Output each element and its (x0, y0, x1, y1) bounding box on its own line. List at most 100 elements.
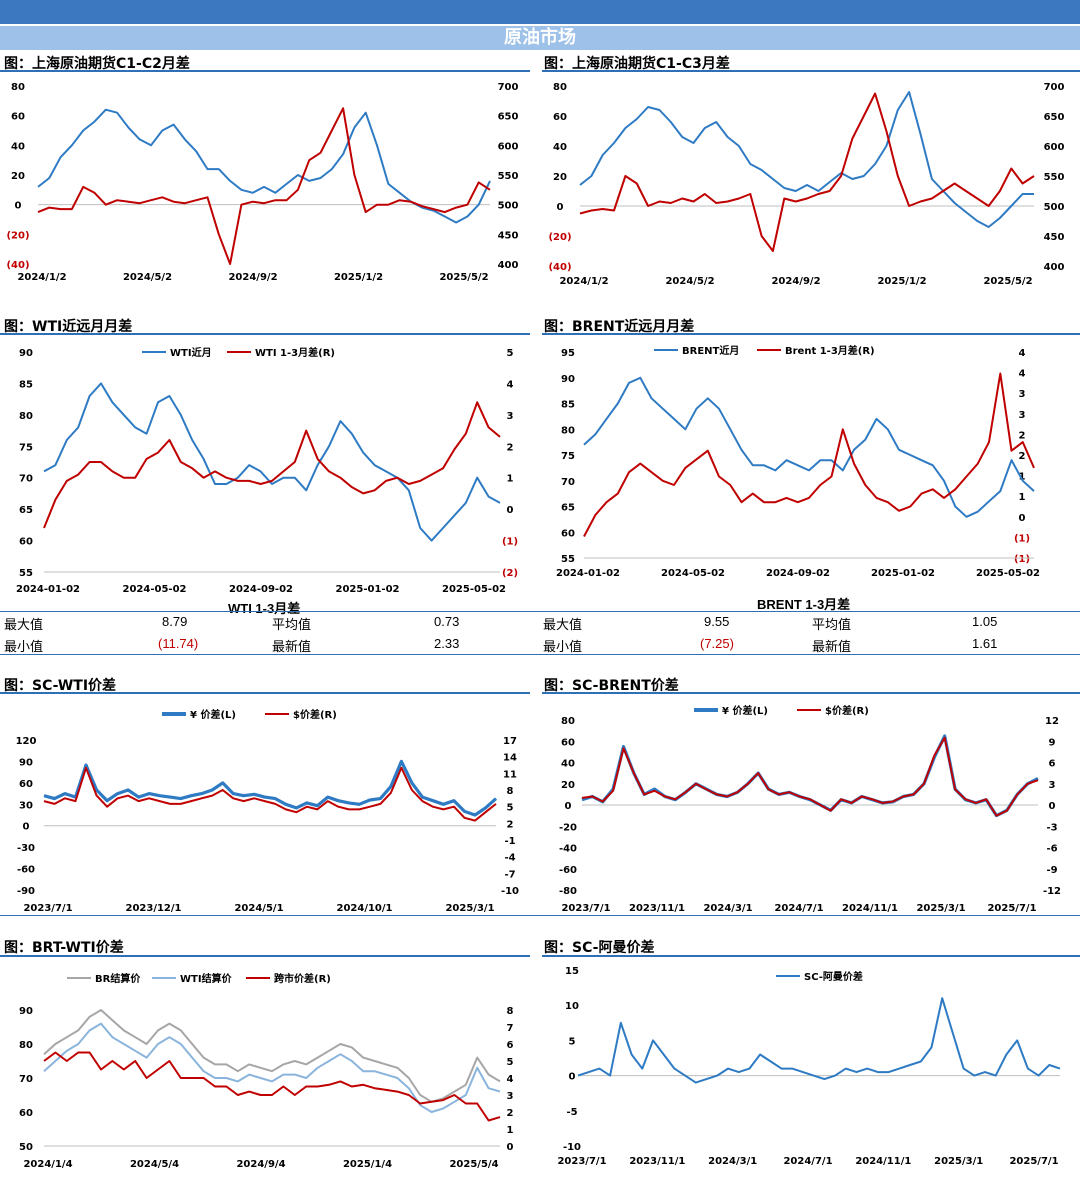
legend-label: WTI 1-3月差(R) (255, 346, 335, 359)
divider (0, 692, 530, 694)
y2-tick-label: 7 (507, 1023, 514, 1034)
x-tick-label: 2025/3/1 (445, 903, 494, 914)
x-tick-label: 2024/11/1 (855, 1156, 911, 1167)
x-tick-label: 2024/9/2 (228, 272, 277, 283)
y-tick-label: 55 (19, 568, 33, 579)
y-tick-label: (40) (6, 260, 29, 271)
chart-title-c7: 图：BRT-WTI价差 (4, 940, 124, 956)
series-line (581, 734, 1039, 818)
y-tick-label: 20 (553, 172, 567, 183)
series-line (43, 401, 501, 529)
y-tick-label: 65 (19, 505, 33, 516)
stat-label: 最小值 (543, 639, 583, 654)
x-tick-label: 2024-01-02 (556, 568, 620, 579)
chart-title-c5: 图：SC-WTI价差 (4, 678, 117, 694)
y-tick-label: 80 (19, 411, 33, 422)
y2-tick-label: 3 (1019, 389, 1026, 400)
stat-value: 0.73 (434, 614, 460, 629)
y-tick-label: 15 (565, 966, 579, 977)
y2-tick-label: 3 (507, 411, 514, 422)
x-tick-label: 2024/1/2 (17, 272, 66, 283)
y-tick-label: 75 (561, 451, 575, 462)
y-tick-label: (20) (548, 232, 571, 243)
y-tick-label: -20 (559, 822, 577, 833)
divider (0, 333, 530, 335)
chart-title-c6: 图：SC-BRENT价差 (544, 678, 679, 694)
x-tick-label: 2024/1/2 (559, 276, 608, 287)
y2-tick-label: 700 (498, 82, 519, 93)
y-tick-label: 85 (19, 379, 33, 390)
x-tick-label: 2024/7/1 (774, 903, 823, 914)
y-tick-label: (40) (548, 262, 571, 273)
y-tick-label: 55 (561, 554, 575, 565)
chart-c5: 120 90 60 30 0 -30 -60 -90 17 14 11 8 5 2 -1 -4 -7 -10 202… (16, 708, 520, 914)
x-tick-label: 2025/7/1 (1009, 1156, 1058, 1167)
x-tick-label: 2024-05-02 (123, 584, 187, 595)
y-tick-label: 60 (553, 112, 567, 123)
x-tick-label: 2024/3/1 (708, 1156, 757, 1167)
x-tick-label: 2025-05-02 (976, 568, 1040, 579)
legend-label: Brent 1-3月差(R) (785, 344, 875, 357)
series-line (43, 1009, 501, 1103)
y-tick-label: 80 (19, 1040, 33, 1051)
chart-title-c1: 图：上海原油期货C1-C2月差 (4, 56, 190, 72)
y2-tick-label: 5 (507, 803, 514, 814)
stat-value: (7.25) (700, 636, 734, 651)
y-tick-label: 80 (561, 425, 575, 436)
x-tick-label: 2025/1/4 (343, 1159, 392, 1170)
y-tick-label: -90 (17, 886, 35, 897)
y2-tick-label: 4 (507, 379, 514, 390)
y2-tick-label: 2 (507, 819, 514, 830)
y2-tick-label: -7 (504, 869, 515, 880)
chart-c2: 80 60 40 20 0 (20) (40) 700 650 600 550 500 450 400 20… (548, 82, 1065, 287)
y-tick-label: 40 (553, 142, 567, 153)
y-tick-label: 0 (565, 801, 572, 812)
stat-label: 平均值 (272, 617, 312, 632)
y2-tick-label: 0 (507, 505, 514, 516)
y2-tick-label: -1 (504, 836, 515, 847)
y-tick-label: 80 (553, 82, 567, 93)
y-tick-label: -5 (566, 1107, 577, 1118)
x-tick-label: 2025-01-02 (336, 584, 400, 595)
y-tick-label: 0 (557, 202, 564, 213)
series-line (43, 1022, 501, 1113)
y-tick-label: 0 (569, 1072, 576, 1083)
series-line (43, 382, 501, 542)
divider (0, 955, 530, 957)
legend-label: BR结算价 (95, 972, 141, 985)
y2-tick-label: 12 (1045, 716, 1059, 727)
y2-tick-label: 550 (1044, 172, 1065, 183)
stat-label: 最大值 (543, 617, 583, 632)
x-tick-label: 2023/12/1 (125, 903, 181, 914)
y2-tick-label: 6 (1049, 759, 1056, 770)
series-line (583, 372, 1035, 537)
y2-tick-label: 5 (507, 1057, 514, 1068)
y-tick-label: -60 (17, 865, 35, 876)
y2-tick-label: 14 (503, 753, 517, 764)
x-tick-label: 2023/11/1 (629, 1156, 685, 1167)
stat-value: 8.79 (162, 614, 188, 629)
x-tick-label: 2024/1/4 (23, 1159, 72, 1170)
y2-tick-label: 8 (507, 1006, 514, 1017)
x-tick-label: 2024-01-02 (16, 584, 80, 595)
chart-c7: 90 80 70 60 50 8 7 6 5 4 3 2 1 0 2024/1/4 2024/5/4 2024/… (19, 972, 514, 1170)
y2-tick-label: 1 (1019, 492, 1026, 503)
y-tick-label: 40 (11, 141, 25, 152)
series-line (577, 997, 1061, 1084)
y2-tick-label: -6 (1046, 844, 1057, 855)
y2-tick-label: 550 (498, 171, 519, 182)
top-header-bar (0, 0, 1080, 24)
y-tick-label: 50 (19, 1142, 33, 1153)
x-tick-label: 2025/7/1 (987, 903, 1036, 914)
legend-label: BRENT近月 (682, 344, 739, 357)
y2-tick-label: 500 (498, 201, 519, 212)
y2-tick-label: 0 (1049, 801, 1056, 812)
y2-tick-label: 400 (1044, 262, 1065, 273)
stat-label: 最小值 (4, 639, 44, 654)
y2-tick-label: 3 (1019, 410, 1026, 421)
x-tick-label: 2024/3/1 (703, 903, 752, 914)
y2-tick-label: 0 (1019, 513, 1026, 524)
y-tick-label: 20 (11, 171, 25, 182)
y-tick-label: -40 (559, 844, 577, 855)
stat-value: 1.61 (972, 636, 998, 651)
